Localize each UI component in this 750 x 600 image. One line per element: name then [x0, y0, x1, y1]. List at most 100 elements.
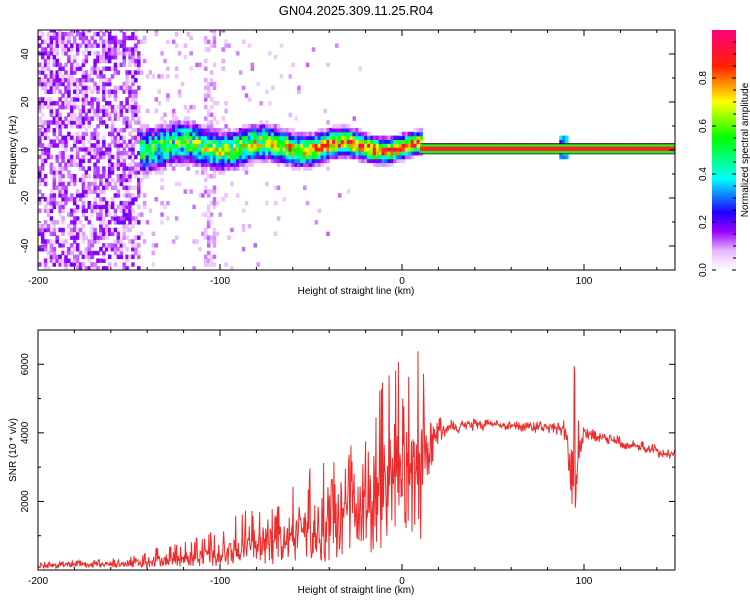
spectrogram-cell	[58, 166, 62, 171]
spectrogram-cell	[64, 189, 68, 194]
spectrogram-cell	[323, 147, 327, 152]
spectrogram-cell	[297, 89, 301, 94]
spectrogram-cell	[224, 43, 228, 48]
spectrogram-cell	[119, 200, 124, 206]
spectrogram-cell	[285, 143, 290, 148]
spectrogram-cell	[75, 66, 80, 71]
spectrogram-cell	[67, 104, 71, 110]
colorbar-tick-label: 0.8	[698, 71, 709, 85]
spectrogram-cell	[58, 162, 62, 167]
spectrogram-cell	[96, 193, 100, 198]
spectrogram-cell	[75, 78, 80, 83]
spectrogram-cell	[148, 143, 153, 148]
spectrogram-cell	[233, 143, 237, 148]
spectrogram-cell	[180, 81, 185, 87]
spectrogram-cell	[302, 135, 307, 141]
spectrogram-cell	[87, 101, 92, 106]
spectrogram-cell	[381, 147, 386, 152]
spectrogram-cell	[52, 58, 57, 64]
spectrogram-cell	[221, 30, 225, 33]
spectrogram-cell	[169, 158, 173, 164]
spectrogram-cell	[177, 127, 182, 133]
spectrogram-cell	[93, 197, 97, 202]
spectrogram-cell	[265, 181, 269, 187]
spectrogram-cell	[154, 147, 158, 152]
spectrogram-cell	[404, 131, 409, 137]
spectrogram-cell	[125, 258, 129, 263]
spectrogram-cell	[157, 147, 161, 152]
spectrogram-cell	[102, 104, 106, 110]
snr-frame	[37, 329, 676, 571]
spectrogram-cell	[61, 258, 65, 263]
spectrogram-cell	[58, 212, 62, 217]
spectrogram-cell	[174, 66, 179, 71]
spectrogram-cell	[96, 239, 100, 244]
spectrogram-cell	[49, 250, 54, 256]
spectrogram-cell	[131, 97, 135, 102]
spectrogram-cell	[137, 108, 141, 114]
spectrogram-cell	[171, 127, 176, 133]
spectrogram-cell	[137, 150, 141, 156]
spectrogram-cell	[154, 127, 158, 133]
spectrogram-cell	[90, 35, 94, 41]
spectrogram-cell	[61, 262, 65, 267]
spectrogram-cell	[241, 154, 246, 160]
spectrogram-cell	[230, 131, 234, 137]
spectrogram-cell	[55, 143, 59, 148]
spectrogram-cell	[107, 47, 112, 52]
spectrogram-cell	[329, 143, 333, 148]
spectrogram-cell	[256, 131, 260, 137]
spectrogram-cell	[131, 246, 135, 252]
spectrogram-cell	[102, 243, 106, 248]
spectrogram-cell	[75, 93, 80, 98]
spectrogram-cell	[151, 131, 156, 137]
spectrogram-cell	[157, 150, 161, 156]
spectrogram-cell	[90, 250, 94, 256]
spectrogram-cell	[174, 43, 179, 48]
spectrogram-cell	[116, 220, 121, 225]
spectrogram-cell	[314, 150, 319, 156]
spectrogram-cell	[49, 197, 54, 202]
spectrogram-cell	[320, 154, 324, 160]
spectrogram-cell	[358, 131, 362, 137]
spectrogram-cell	[201, 127, 205, 133]
spectrogram-cell	[131, 193, 135, 198]
spectrogram-cell	[81, 177, 86, 183]
spectrogram-cell	[75, 147, 80, 152]
spectrogram-cell	[206, 162, 211, 167]
spectrogram-cell	[55, 116, 59, 121]
spectrogram-cell	[102, 143, 106, 148]
y-tick-label: -40	[20, 238, 31, 253]
spectrogram-cell	[236, 162, 240, 167]
spectrogram-cell	[224, 162, 228, 167]
spectrogram-cell	[218, 131, 223, 137]
spectrogram-cell	[145, 154, 150, 160]
spectrogram-cell	[61, 239, 65, 244]
spectrogram-cell	[81, 78, 86, 83]
spectrogram-cell	[209, 43, 214, 48]
spectrogram-cell	[75, 31, 80, 37]
spectrogram-cell	[102, 174, 106, 179]
spectrogram-cell	[209, 124, 214, 129]
spectrogram-cell	[84, 250, 89, 256]
spectrogram-cell	[49, 208, 54, 213]
y-tick-label: 6000	[20, 353, 31, 376]
spectrogram-cell	[215, 158, 220, 164]
spectrogram-cell	[55, 235, 59, 240]
spectrogram-cell	[346, 135, 351, 141]
spectrogram-cell	[134, 35, 138, 41]
spectrogram-cell	[40, 235, 45, 240]
spectrogram-cell	[157, 154, 161, 160]
spectrogram-cell	[137, 70, 141, 75]
spectrogram-cell	[186, 127, 191, 133]
spectrogram-cell	[72, 104, 77, 110]
spectrogram-cell	[230, 150, 234, 156]
spectrogram-cell	[61, 250, 65, 256]
spectrogram-cell	[128, 254, 132, 260]
spectrogram-cell	[279, 158, 284, 164]
spectrogram-cell	[166, 127, 170, 133]
spectrogram-cell	[317, 150, 322, 156]
spectrogram-cell	[93, 131, 97, 137]
spectrogram-cell	[148, 158, 153, 164]
spectrogram-cell	[119, 62, 124, 68]
